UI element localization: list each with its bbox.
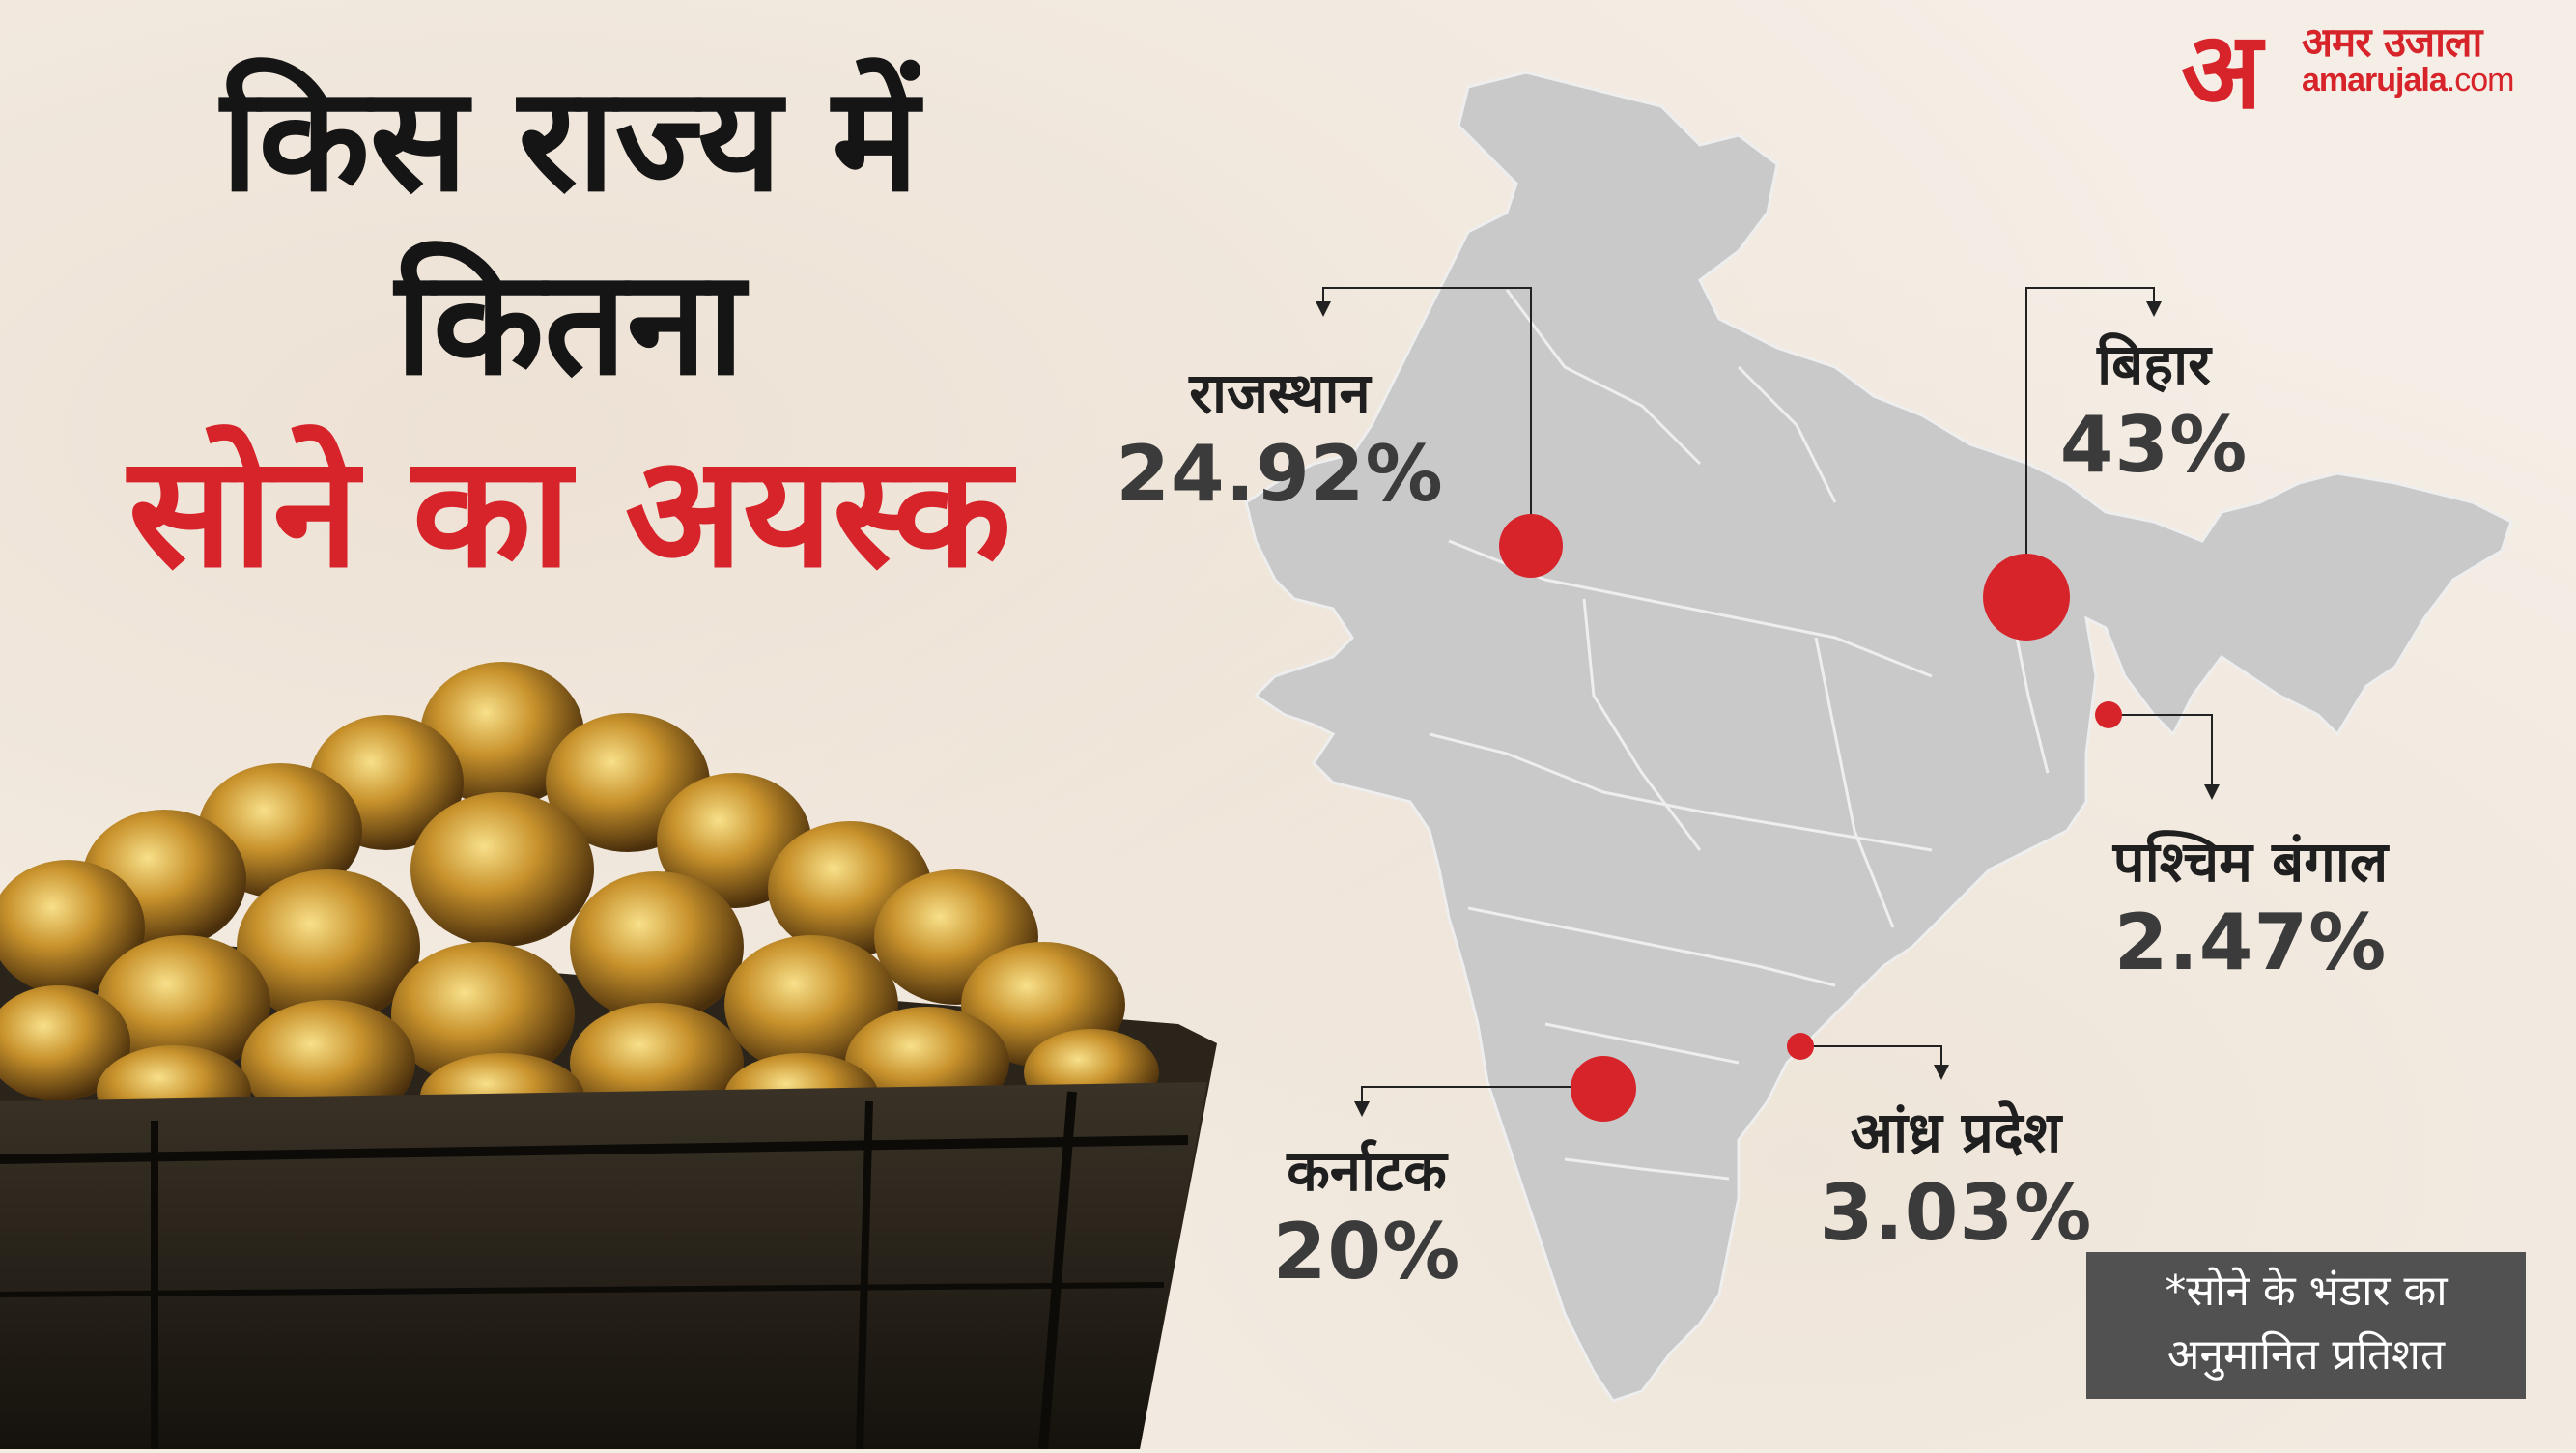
- state-name: आंध्र प्रदेश: [1850, 1099, 2062, 1165]
- state-value: 2.47%: [2113, 897, 2388, 987]
- arrow-andhra-pradesh: [1934, 1065, 1949, 1080]
- state-name: पश्चिम बंगाल: [2112, 829, 2389, 895]
- arrow-west-bengal: [2204, 784, 2220, 800]
- state-value: 24.92%: [1116, 429, 1444, 519]
- marker-bihar: [1983, 554, 2070, 641]
- leader-line-rajasthan: [1322, 287, 1532, 527]
- footnote-box: *सोने के भंडार का अनुमानित प्रतिशत: [2086, 1252, 2526, 1399]
- leader-line-west-bengal: [2109, 714, 2213, 792]
- india-map-shape: [1244, 71, 2513, 1403]
- leader-line-andhra-pradesh: [1800, 1045, 1942, 1072]
- label-karnataka: कर्नाटक 20%: [1246, 1130, 1487, 1296]
- label-andhra-pradesh: आंध्र प्रदेश 3.03%: [1797, 1092, 2115, 1258]
- logo-domain-tld: .com: [2446, 62, 2515, 99]
- state-value: 3.03%: [1819, 1168, 2093, 1258]
- marker-rajasthan: [1499, 514, 1563, 578]
- label-west-bengal: पश्चिम बंगाल 2.47%: [2077, 821, 2424, 987]
- arrow-karnataka: [1354, 1101, 1370, 1117]
- logo-domain: amarujala.com: [2302, 62, 2515, 100]
- logo-name: अमर उजाला: [2302, 18, 2482, 66]
- logo-mark: अ: [2181, 8, 2263, 132]
- headline-line-2: कितना: [395, 240, 745, 408]
- marker-andhra-pradesh: [1787, 1033, 1814, 1060]
- state-value: 43%: [2059, 400, 2249, 490]
- state-name: राजस्थान: [1189, 360, 1371, 426]
- gold-ore-cart-icon: [0, 618, 1256, 1450]
- state-name: बिहार: [2097, 331, 2211, 397]
- marker-west-bengal: [2095, 701, 2122, 728]
- state-name: कर्नाटक: [1287, 1138, 1447, 1204]
- arrow-bihar: [2146, 301, 2162, 317]
- headline-line-1: किस राज्य में: [220, 56, 920, 224]
- footnote-line-2: अनुमानित प्रतिशत: [2166, 1330, 2446, 1380]
- label-rajasthan: राजस्थान 24.92%: [1111, 353, 1449, 519]
- state-borders: [1429, 289, 2050, 1181]
- logo-domain-name: amarujala: [2302, 62, 2448, 99]
- arrow-rajasthan: [1316, 301, 1331, 317]
- state-value: 20%: [1272, 1207, 1461, 1296]
- label-bihar: बिहार 43%: [2019, 324, 2289, 490]
- headline-line-3: सोने का अयस्क: [127, 421, 1012, 602]
- leader-line-bihar: [2025, 287, 2155, 580]
- headline: किस राज्य में कितना सोने का अयस्क: [29, 68, 1111, 589]
- marker-karnataka: [1571, 1056, 1636, 1122]
- amar-ujala-logo[interactable]: अ अमर उजाला amarujala.com: [2181, 6, 2567, 132]
- footnote-line-1: *सोने के भंडार का: [2165, 1267, 2448, 1316]
